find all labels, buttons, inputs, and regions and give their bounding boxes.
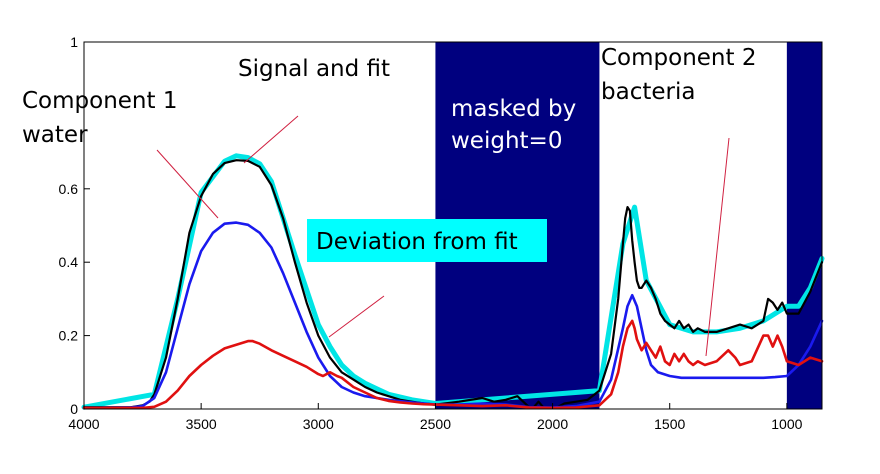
deviation-label: Deviation from fit xyxy=(316,229,518,255)
component1-label: Component 1 xyxy=(22,88,177,114)
component1-sublabel: water xyxy=(22,122,88,148)
series-line-fit xyxy=(81,153,825,410)
signal-and-fit-label: Signal and fit xyxy=(238,56,390,82)
annotations: Signal and fit Component 1 water Deviati… xyxy=(22,45,756,357)
water-pointer-line xyxy=(156,149,219,219)
x-tick-label: 2000 xyxy=(537,416,568,432)
signal-pointer-line xyxy=(243,115,299,164)
bacteria-pointer-line xyxy=(705,137,730,357)
masked-label: masked by xyxy=(451,96,576,122)
masked-sublabel: weight=0 xyxy=(451,128,562,154)
series-line-bacteria xyxy=(82,319,824,410)
x-tick-label: 3000 xyxy=(303,416,334,432)
y-tick-label: 0.2 xyxy=(59,328,79,344)
series-lines xyxy=(81,153,825,410)
x-tick-label: 4000 xyxy=(68,416,99,432)
y-tick-label: 0 xyxy=(70,401,78,417)
x-tick-label: 1500 xyxy=(654,416,685,432)
x-tick-label: 2500 xyxy=(420,416,451,432)
y-tick-label: 0.6 xyxy=(59,181,79,197)
plot-frame xyxy=(83,41,823,410)
y-tick-label: 1 xyxy=(70,34,78,50)
series-line-water xyxy=(82,221,824,410)
masked-region-2 xyxy=(786,42,822,409)
deviation-pointer-line xyxy=(328,295,385,338)
x-tick-label: 3500 xyxy=(186,416,217,432)
y-tick-label: 0.4 xyxy=(59,254,79,270)
x-tick-label: 1000 xyxy=(771,416,802,432)
component2-sublabel: bacteria xyxy=(601,79,695,105)
deviation-label-box xyxy=(307,219,547,262)
component2-label: Component 2 xyxy=(601,45,756,71)
series-line-signal xyxy=(82,159,824,410)
axes: 4000 3500 3000 2500 2000 1500 1000 0 0.2 0.4 0.6 1 xyxy=(59,34,823,432)
